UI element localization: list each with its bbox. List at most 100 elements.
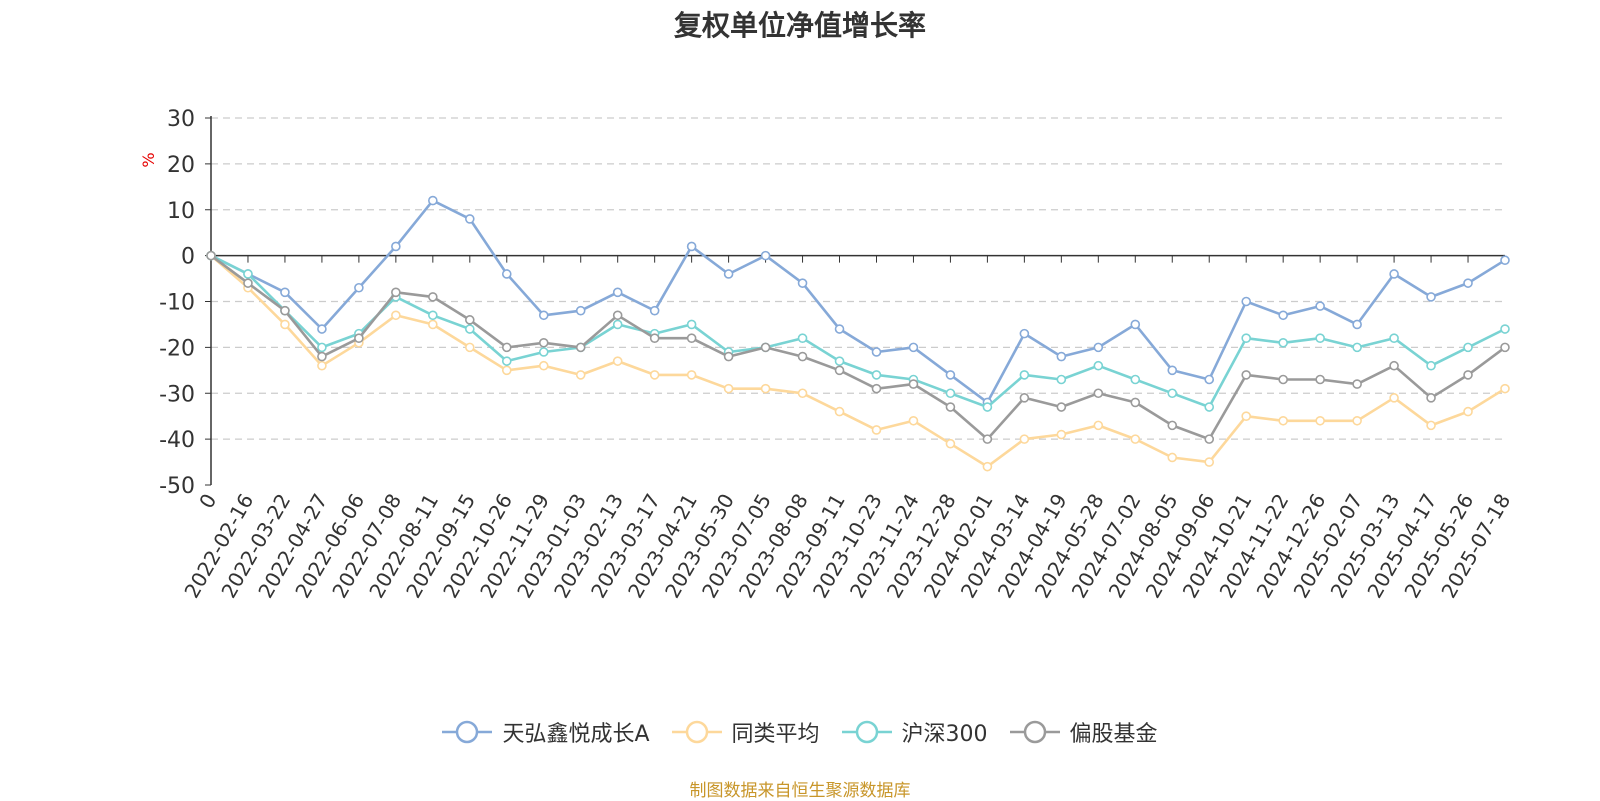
data-point [575,370,586,380]
data-point [649,370,660,380]
data-point [1315,415,1325,426]
data-point [686,241,697,252]
data-point [834,356,845,366]
data-point [428,195,438,206]
data-point [945,402,956,412]
data-point [501,269,512,279]
data-point [760,383,771,394]
y-tick-label: 30 [167,107,195,132]
data-point [1019,328,1030,339]
series-line [209,254,1507,409]
chart-title: 复权单位净值增长率 [673,9,926,42]
legend-item-fund[interactable]: 天弘鑫悦成长A [442,716,650,748]
data-point [1389,333,1399,344]
data-point [945,388,956,399]
data-point [760,342,771,353]
data-point [501,356,512,366]
data-point [464,324,475,334]
data-point [1130,397,1141,408]
legend-swatch-fund [442,720,493,744]
legend-item-equity-funds[interactable]: 偏股基金 [1009,716,1158,748]
data-point [1204,457,1215,467]
data-point [1352,379,1362,389]
data-point [1093,342,1104,353]
series-line [209,254,1507,441]
data-point [1426,420,1436,431]
data-point [538,347,549,357]
data-point [908,342,919,353]
data-point [612,319,623,330]
data-point [1389,393,1399,403]
data-point [1019,370,1030,380]
data-point [1500,324,1510,334]
y-tick-label: 0 [181,245,195,270]
data-point [501,365,512,376]
y-tick-label: 10 [167,199,195,224]
data-point [982,434,993,444]
data-point [391,310,401,321]
data-point [1278,337,1288,348]
data-point [945,438,956,449]
data-point [797,351,808,362]
legend-label-peer-average: 同类平均 [731,722,820,747]
data-point [982,461,993,472]
data-point [649,333,660,344]
series-line [209,254,1507,468]
legend-item-csi300[interactable]: 沪深300 [841,716,988,748]
legend-item-peer-average[interactable]: 同类平均 [671,716,820,748]
data-point [1463,342,1473,353]
x-tick-label: 0 [194,490,221,513]
data-point [464,342,475,353]
data-point [317,360,327,371]
axes: 3020100-10-20-30-40-5002022-02-162022-03… [159,107,1515,602]
data-point [354,333,364,344]
y-tick-label: -50 [159,474,195,499]
data-point [391,241,401,252]
data-point [1389,360,1399,371]
data-point [1204,434,1215,444]
data-point [1352,342,1362,353]
data-point [391,287,401,298]
data-point [871,347,882,357]
data-point [1278,415,1288,426]
legend-label-equity-funds: 偏股基金 [1069,722,1158,747]
data-point [723,383,734,394]
data-point [317,324,327,334]
data-point [1130,374,1141,385]
data-point [1167,452,1178,463]
data-point [871,370,882,380]
data-point [464,214,475,224]
data-point [723,351,734,362]
data-point [206,250,216,261]
data-point [1167,388,1178,399]
data-point [1241,333,1251,344]
data-point [243,278,253,288]
data-point [1130,319,1141,330]
data-point [1426,393,1436,403]
data-point [686,370,697,380]
data-point [538,360,549,371]
data-point [1426,360,1436,371]
data-point [1056,351,1067,362]
data-point [1463,278,1473,288]
data-point [1056,402,1067,412]
series-3 [206,250,1510,444]
data-point [354,282,364,293]
data-point [797,278,808,288]
data-point [1093,360,1104,371]
data-point [1500,255,1510,266]
data-point [1019,434,1030,444]
data-point [1056,374,1067,385]
data-point [686,333,697,344]
y-tick-label: 20 [167,153,195,178]
data-point [797,333,808,344]
data-point [982,402,993,412]
data-point [871,383,882,394]
data-point [428,319,438,330]
legend-swatch-peer-average [671,720,722,744]
data-point [1093,388,1104,399]
data-point [612,310,623,321]
data-point [501,342,512,353]
series-line [209,199,1507,404]
data-point [1019,393,1030,403]
